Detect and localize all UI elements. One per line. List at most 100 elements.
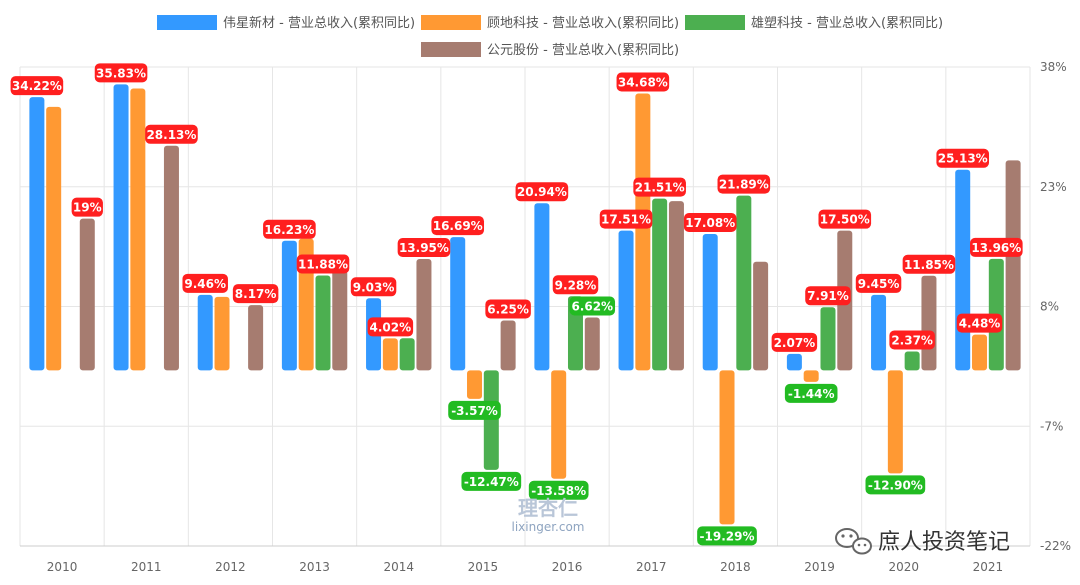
legend-item[interactable]: 伟星新材 - 营业总收入(累积同比): [157, 15, 415, 31]
bar-1: [786, 353, 802, 371]
data-label-text: 4.02%: [370, 320, 412, 334]
data-label: 20.94%: [515, 182, 569, 202]
data-label-text: 25.13%: [938, 152, 988, 166]
bars: [29, 84, 1021, 525]
legend-label: 顾地科技 - 营业总收入(累积同比): [487, 16, 679, 31]
y-axis-ticks: 38% 23% 8% -7% -22%: [1040, 60, 1071, 553]
data-label-text: 17.51%: [601, 213, 651, 227]
data-label: 17.50%: [818, 209, 872, 229]
data-label: 34.68%: [616, 72, 670, 92]
data-label-text: 4.48%: [959, 317, 1001, 331]
data-label: 8.17%: [232, 284, 279, 304]
watermark: 理杏仁 lixinger.com: [512, 496, 585, 534]
data-label-text: 7.91%: [807, 289, 849, 303]
legend-item[interactable]: 公元股份 - 营业总收入(累积同比): [421, 42, 679, 58]
data-label-text: 21.89%: [719, 178, 769, 192]
bar-1: [534, 203, 550, 371]
data-label-text: 34.22%: [12, 79, 62, 93]
bar-2: [803, 370, 819, 382]
data-label-text: 21.51%: [635, 181, 685, 195]
bar-4: [332, 270, 348, 371]
bar-4: [668, 201, 684, 371]
bar-3: [399, 338, 415, 371]
data-label-text: -13.58%: [531, 484, 586, 498]
data-label-box: [633, 177, 686, 197]
data-label: 19%: [71, 197, 103, 217]
data-labels: 34.22% 19% 35.83% 28.13% 9.46% 8.17% 16.23% 11.…: [10, 63, 1023, 546]
x-tick-label: 2015: [468, 560, 499, 574]
data-label: 13.95%: [397, 237, 451, 257]
legend-label: 伟星新材 - 营业总收入(累积同比): [223, 15, 415, 31]
y-tick-label: 23%: [1040, 180, 1067, 194]
x-tick-label: 2010: [47, 560, 78, 574]
data-label-text: 13.96%: [971, 241, 1021, 255]
data-label-box: [10, 76, 64, 96]
data-label: 6.62%: [569, 296, 616, 316]
legend-label: 雄塑科技 - 营业总收入(累积同比): [751, 16, 943, 31]
data-label: 28.13%: [145, 124, 198, 144]
data-label: 11.88%: [296, 254, 350, 274]
data-label-box: [431, 216, 485, 236]
data-label-text: 6.25%: [487, 302, 529, 316]
bar-4: [248, 305, 264, 371]
data-label: 16.69%: [431, 216, 485, 236]
legend-swatch: [157, 15, 217, 30]
data-label-text: 9.28%: [555, 278, 597, 292]
bar-2: [46, 106, 62, 371]
data-label-box: [367, 317, 414, 337]
data-label-text: 16.23%: [264, 223, 314, 237]
x-tick-label: 2021: [973, 560, 1004, 574]
data-label-text: -3.57%: [451, 404, 498, 418]
data-label-text: 9.45%: [858, 277, 900, 291]
data-label: 9.03%: [350, 277, 397, 297]
data-label: 17.51%: [599, 209, 653, 229]
x-tick-label: 2014: [383, 560, 414, 574]
data-label: 9.28%: [552, 275, 599, 295]
legend-swatch: [421, 42, 481, 57]
bar-3: [820, 307, 836, 371]
data-label-box: [889, 330, 935, 350]
data-label-box: [71, 197, 103, 217]
data-label-box: [771, 332, 818, 352]
footer-brand-text: 庶人投资笔记: [878, 530, 1010, 555]
footer-brand: 庶人投资笔记: [835, 528, 1010, 555]
data-label-text: 17.08%: [685, 216, 735, 230]
legend-item[interactable]: 雄塑科技 - 营业总收入(累积同比): [685, 15, 943, 31]
x-tick-label: 2019: [804, 560, 835, 574]
bar-2: [130, 88, 146, 371]
data-label-box: [970, 237, 1023, 257]
data-label-box: [145, 124, 198, 144]
data-label: 9.45%: [855, 273, 902, 293]
bar-4: [500, 320, 516, 371]
data-label-box: [350, 277, 397, 297]
legend-label: 公元股份 - 营业总收入(累积同比): [487, 43, 679, 58]
bar-2: [214, 296, 230, 371]
data-label-text: 13.95%: [399, 241, 449, 255]
data-label: 13.96%: [970, 237, 1023, 257]
data-label-box: [616, 72, 670, 92]
legend-item[interactable]: 顾地科技 - 营业总收入(累积同比): [421, 15, 679, 31]
data-label-box: [461, 471, 522, 491]
data-label-text: 28.13%: [146, 128, 196, 142]
legend[interactable]: 伟星新材 - 营业总收入(累积同比) 顾地科技 - 营业总收入(累积同比) 雄塑科技…: [157, 15, 943, 58]
data-label: 6.25%: [485, 299, 531, 319]
data-label-box: [296, 254, 350, 274]
watermark-logo: 理杏仁: [518, 496, 578, 520]
bar-4: [416, 258, 432, 371]
bar-1: [955, 169, 971, 371]
bar-2: [382, 338, 398, 371]
data-label-text: -12.47%: [464, 475, 519, 489]
data-label-box: [569, 296, 616, 316]
x-tick-label: 2016: [552, 560, 583, 574]
data-label: 21.89%: [717, 174, 771, 194]
data-label-text: 11.85%: [904, 258, 954, 272]
x-tick-label: 2011: [131, 560, 162, 574]
data-label: 16.23%: [263, 219, 316, 239]
data-label: -12.47%: [461, 471, 522, 491]
watermark-url: lixinger.com: [512, 520, 585, 534]
data-label-box: [182, 273, 228, 293]
data-label-box: [485, 299, 531, 319]
data-label-text: -12.90%: [868, 478, 923, 492]
data-label: 34.22%: [10, 76, 64, 96]
bar-3: [904, 351, 920, 371]
